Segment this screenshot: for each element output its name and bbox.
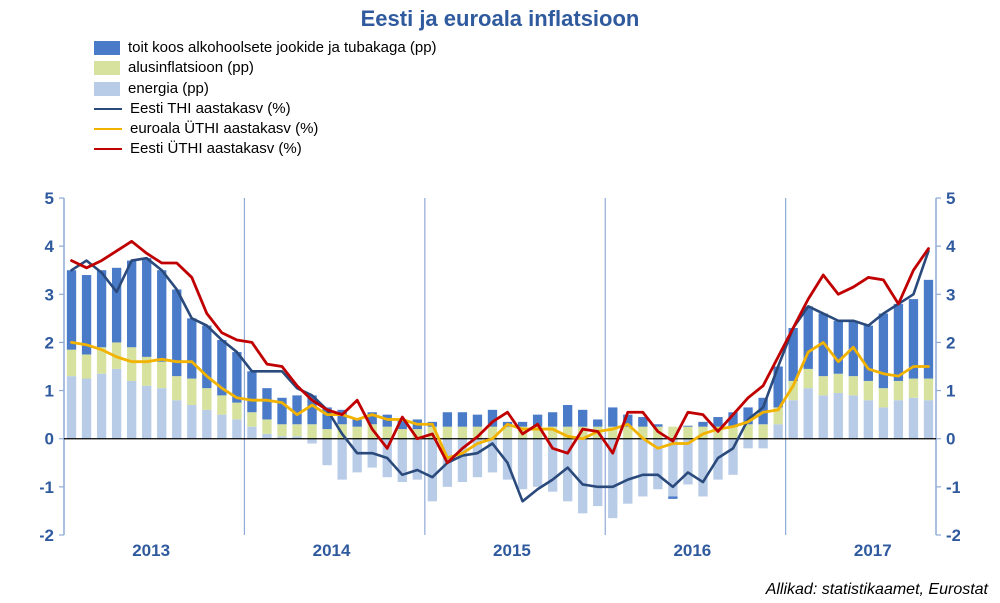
x-axis-year: 2014 — [313, 541, 351, 561]
svg-text:1: 1 — [946, 382, 955, 401]
svg-text:3: 3 — [45, 285, 54, 304]
svg-text:5: 5 — [45, 189, 54, 208]
svg-text:1: 1 — [45, 382, 54, 401]
svg-text:-1: -1 — [946, 478, 960, 497]
source-citation: Allikad: statistikaamet, Eurostat — [766, 581, 988, 599]
chart-plot: -2 -2 -1 -1 0 0 1 1 2 2 3 3 4 4 5 5 — [40, 35, 960, 562]
x-axis-year: 2013 — [132, 541, 170, 561]
svg-text:2: 2 — [946, 333, 955, 352]
svg-text:2: 2 — [45, 333, 54, 352]
x-axis-year: 2017 — [854, 541, 892, 561]
svg-text:4: 4 — [946, 237, 956, 256]
svg-text:5: 5 — [946, 189, 955, 208]
x-axis-year: 2015 — [493, 541, 531, 561]
x-axis-year: 2016 — [673, 541, 711, 561]
svg-text:3: 3 — [946, 285, 955, 304]
svg-text:4: 4 — [45, 237, 55, 256]
svg-text:-2: -2 — [946, 526, 960, 545]
svg-text:0: 0 — [946, 430, 955, 449]
svg-text:-1: -1 — [40, 478, 54, 497]
svg-text:-2: -2 — [40, 526, 54, 545]
svg-text:0: 0 — [45, 430, 54, 449]
chart-title: Eesti ja euroala inflatsioon — [0, 0, 1000, 32]
